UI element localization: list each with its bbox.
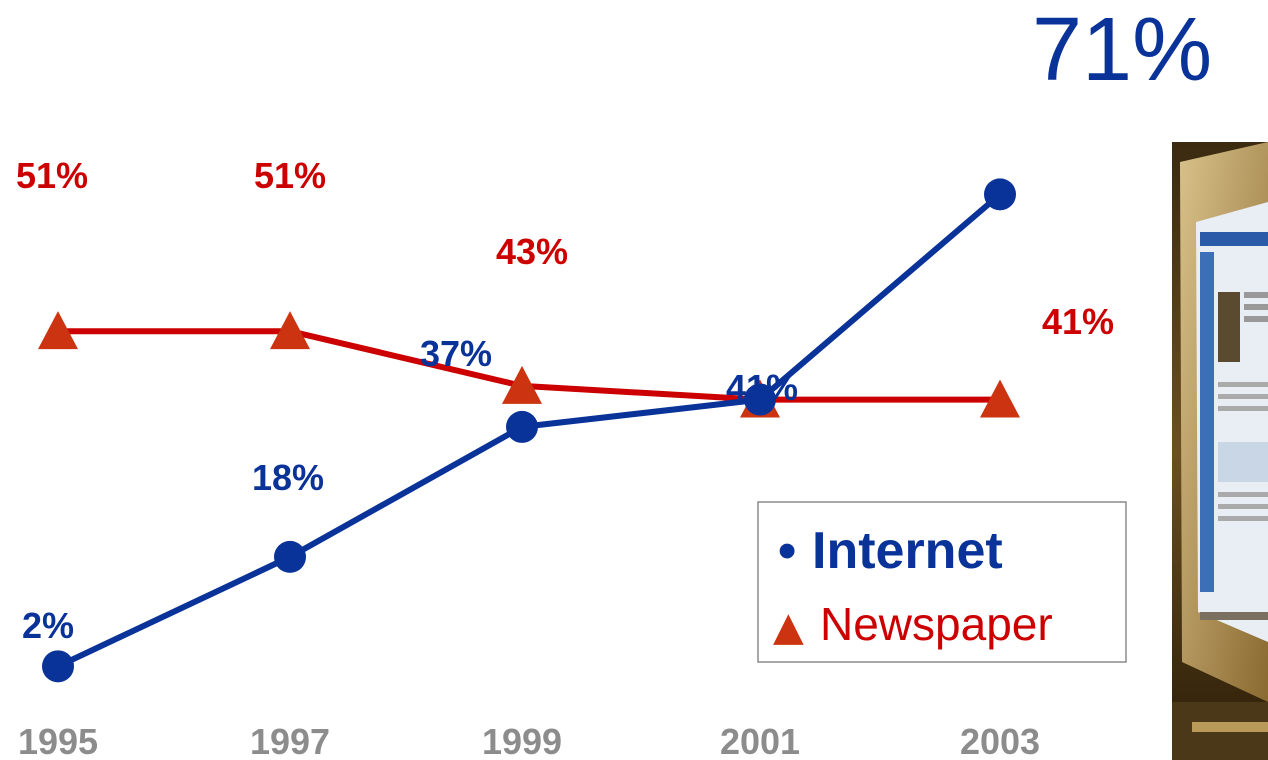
internet-point-2001 <box>744 383 776 416</box>
internet-point-1997 <box>274 540 306 573</box>
newspaper-label-2003: 41% <box>1042 301 1114 342</box>
x-tick-1997: 1997 <box>250 721 330 760</box>
newspaper-point-1997 <box>270 311 310 350</box>
x-tick-labels: 1995 1997 1999 2001 2003 <box>18 721 1040 760</box>
internet-label-1999: 37% <box>420 333 492 374</box>
internet-point-1999 <box>506 410 538 443</box>
computer-monitor-photo <box>1172 142 1268 760</box>
legend-internet-label: Internet <box>812 522 1003 580</box>
internet-label-2003: 71% <box>1032 0 1212 100</box>
legend: • Internet ▲ Newspaper <box>757 501 1127 663</box>
legend-newspaper-icon: ▲ <box>773 604 804 650</box>
newspaper-point-2003 <box>980 379 1020 418</box>
internet-label-1997: 18% <box>252 457 324 498</box>
newspaper-point-1995 <box>38 311 78 350</box>
legend-internet-bullet: • <box>778 522 796 580</box>
series-markers <box>38 178 1020 683</box>
x-tick-1995: 1995 <box>18 721 98 760</box>
x-tick-1999: 1999 <box>482 721 562 760</box>
newspaper-label-1997: 51% <box>254 155 326 196</box>
x-tick-2001: 2001 <box>720 721 800 760</box>
internet-label-2001: 41% <box>726 367 798 408</box>
legend-newspaper-label: Newspaper <box>820 598 1053 650</box>
data-labels: 51% 51% 43% 41% 2% 18% 37% 41% 71% <box>16 0 1212 646</box>
newspaper-label-1995: 51% <box>16 155 88 196</box>
newspaper-point-1999 <box>502 365 542 404</box>
internet-point-1995 <box>42 650 74 683</box>
newspaper-label-1999: 43% <box>496 231 568 272</box>
x-tick-2003: 2003 <box>960 721 1040 760</box>
internet-label-1995: 2% <box>22 605 74 646</box>
internet-point-2003 <box>984 178 1016 211</box>
